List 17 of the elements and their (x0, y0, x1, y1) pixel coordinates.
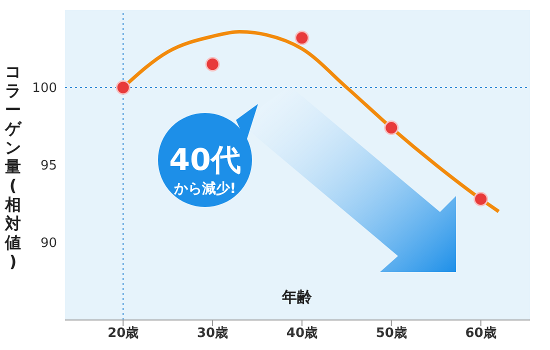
x-tick-label: 40歳 (286, 326, 318, 342)
y-tick-label: 95 (40, 158, 57, 174)
x-tick-label: 50歳 (376, 326, 407, 342)
y-tick-label: 100 (32, 81, 57, 96)
x-tick-label: 20歳 (108, 326, 139, 342)
point (384, 120, 399, 136)
text: コラーゲン量(相対値) (5, 62, 21, 271)
point (294, 30, 310, 46)
point (205, 57, 220, 72)
x-tick-label: 60歳 (465, 326, 496, 342)
annotation: 40代 (169, 143, 241, 178)
point (116, 80, 130, 95)
point (474, 192, 488, 206)
x-tick-label: 30歳 (197, 326, 228, 342)
y-tick-label: 90 (40, 236, 57, 252)
x-axis-title: 年齢 (281, 288, 313, 306)
annotation: から減少! (172, 181, 236, 197)
